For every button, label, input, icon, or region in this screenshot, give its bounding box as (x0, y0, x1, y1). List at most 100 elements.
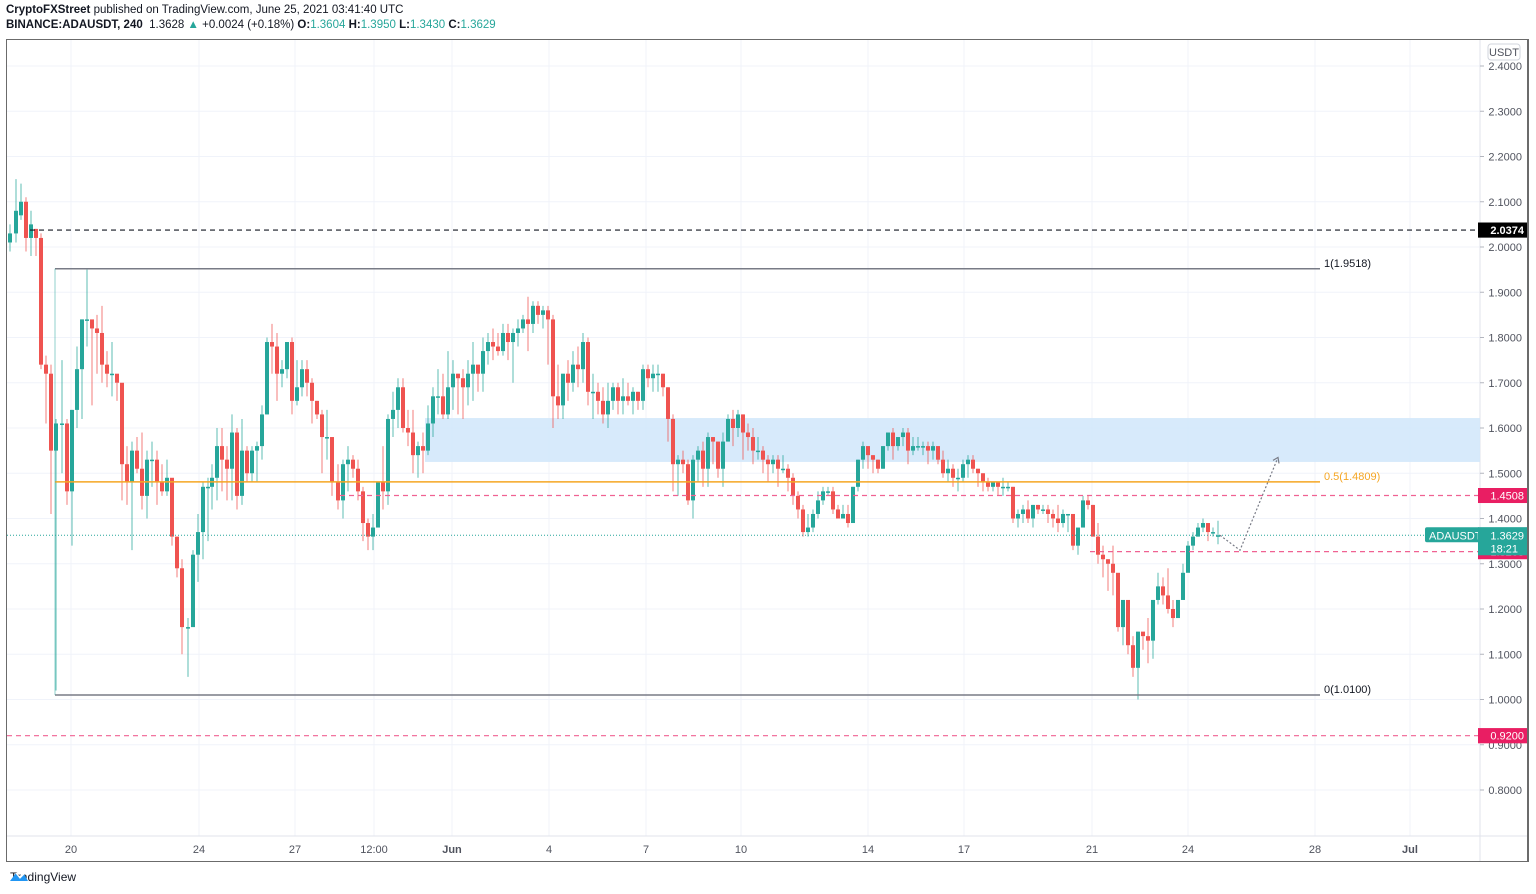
bullish-candle (896, 437, 900, 447)
bullish-candle (396, 387, 400, 410)
bearish-candle (891, 432, 895, 447)
bullish-candle (531, 305, 535, 324)
bearish-candle (866, 446, 870, 456)
bearish-candle (476, 364, 480, 374)
bullish-candle (1061, 513, 1065, 524)
bullish-candle (145, 459, 149, 496)
currency-badge[interactable] (1487, 43, 1521, 61)
bullish-candle (521, 319, 525, 329)
bearish-candle (701, 450, 705, 469)
bearish-candle (626, 396, 630, 401)
bullish-candle (881, 446, 885, 469)
bearish-candle (330, 437, 334, 483)
bearish-candle (796, 495, 800, 510)
open-value: 1.3604 (310, 19, 346, 31)
bearish-candle (1131, 645, 1135, 668)
bearish-candle (115, 373, 119, 383)
bearish-candle (1026, 509, 1030, 519)
bearish-candle (716, 441, 720, 469)
supply-zone-rect[interactable] (425, 418, 1480, 462)
bullish-candle (60, 423, 64, 425)
bearish-candle (44, 364, 48, 374)
y-tick-label: 1.6000 (1488, 423, 1522, 435)
bullish-candle (631, 391, 635, 401)
bearish-candle (1161, 586, 1165, 596)
bearish-candle (576, 364, 580, 370)
price-label-1.4508: 1.4508 (1490, 491, 1524, 503)
tradingview-logo-icon (10, 872, 28, 881)
bearish-candle (1126, 599, 1130, 646)
bearish-candle (336, 482, 340, 501)
bearish-candle (1056, 518, 1060, 524)
bearish-candle (766, 459, 770, 465)
bearish-candle (741, 414, 745, 433)
bullish-candle (1196, 527, 1200, 537)
publisher-name[interactable]: CryptoFXStreet (6, 4, 91, 16)
price-label-bg (1478, 222, 1528, 238)
bullish-candle (691, 459, 695, 501)
bearish-candle (356, 468, 360, 492)
bearish-candle (871, 455, 875, 460)
arrow-head-icon (1272, 456, 1280, 464)
low-value: 1.3430 (409, 19, 446, 31)
bearish-candle (601, 400, 605, 415)
bearish-candle (1071, 513, 1075, 546)
bearish-candle (976, 468, 980, 474)
bullish-candle (1191, 536, 1195, 546)
bullish-candle (811, 513, 815, 528)
bullish-candle (426, 423, 430, 451)
bullish-candle (110, 373, 114, 376)
price-label-0.9200: 0.9200 (1490, 731, 1524, 743)
bearish-candle (526, 319, 530, 324)
bearish-candle (120, 382, 124, 465)
bullish-candle (1181, 572, 1185, 600)
bullish-candle (1201, 523, 1205, 528)
bearish-candle (1116, 572, 1120, 628)
bullish-candle (621, 396, 625, 401)
bullish-candle (80, 319, 84, 370)
chart-frame (6, 39, 1529, 862)
bullish-candle (656, 373, 660, 376)
bullish-candle (325, 437, 329, 439)
fib-label: 1(1.9518) (1324, 258, 1371, 270)
bearish-candle (1101, 554, 1105, 560)
close-value: 1.3629 (460, 19, 496, 31)
open-label: O: (297, 19, 311, 31)
bearish-candle (155, 459, 159, 483)
bullish-candle (265, 342, 269, 415)
bullish-candle (376, 482, 380, 528)
published-text: published on TradingView.com, June 25, 2… (93, 4, 404, 16)
x-tick-label: 17 (958, 844, 970, 856)
bearish-candle (310, 382, 314, 401)
bearish-candle (996, 482, 1000, 487)
y-tick-label: 1.5000 (1488, 468, 1522, 480)
bearish-candle (39, 237, 43, 365)
y-tick-label: 1.0000 (1488, 695, 1522, 707)
bearish-candle (1171, 609, 1175, 619)
bullish-candle (436, 396, 440, 398)
projection-arrow[interactable] (1219, 457, 1279, 552)
bearish-candle (411, 432, 415, 456)
x-tick-label: 10 (735, 844, 747, 856)
tradingview-footer[interactable]: TradingView (10, 870, 76, 884)
bearish-candle (551, 319, 555, 397)
bearish-candle (95, 328, 99, 333)
bullish-candle (676, 459, 680, 465)
bearish-candle (786, 468, 790, 478)
bearish-candle (926, 446, 930, 451)
bearish-candle (135, 450, 139, 469)
bullish-candle (1066, 513, 1070, 516)
bullish-candle (260, 414, 264, 447)
bearish-candle (170, 477, 174, 537)
x-tick-label: 14 (862, 844, 874, 856)
bullish-candle (486, 342, 490, 352)
bearish-candle (596, 391, 600, 401)
y-tick-label: 2.4000 (1488, 61, 1522, 73)
bearish-candle (731, 418, 735, 428)
bearish-candle (180, 568, 184, 628)
bullish-candle (901, 432, 905, 438)
bullish-candle (931, 446, 935, 451)
bearish-candle (636, 391, 640, 401)
bullish-candle (19, 201, 23, 216)
